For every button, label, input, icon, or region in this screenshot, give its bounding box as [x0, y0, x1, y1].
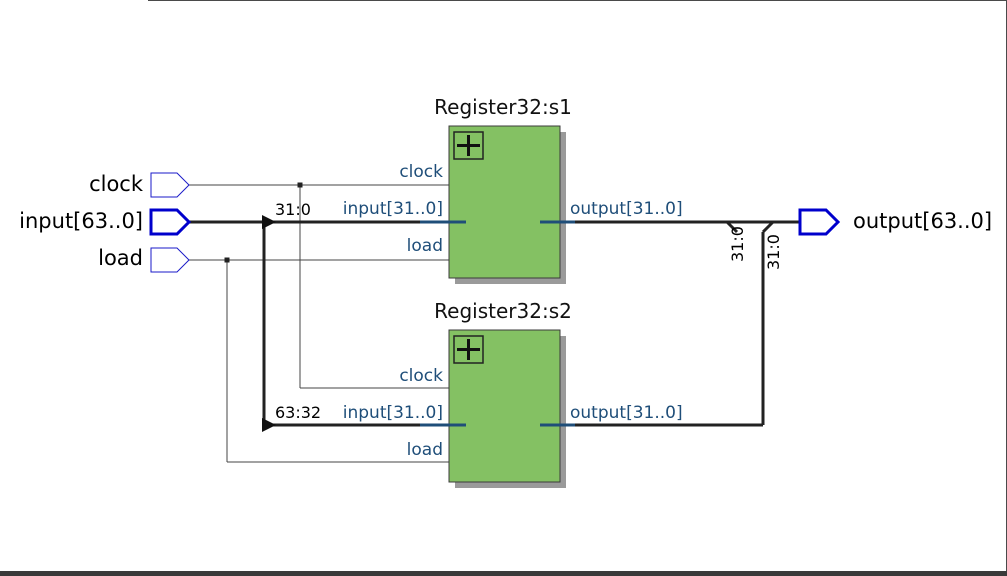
pin-load-label: load — [98, 246, 143, 270]
pin-input-label: input[63..0] — [19, 209, 143, 233]
split-arrow-bottom — [262, 418, 276, 432]
port-input-label: input[31..0] — [343, 403, 443, 423]
port-output-label: output[31..0] — [570, 403, 683, 423]
block-title: Register32:s2 — [434, 299, 572, 323]
pin-clock-label: clock — [89, 172, 144, 196]
bottom-scrollbar[interactable] — [0, 571, 1007, 576]
port-clock-label: clock — [399, 162, 443, 182]
bus-label-split-bottom: 63:32 — [275, 403, 321, 422]
split-arrow-top — [262, 215, 276, 229]
junction-load — [224, 257, 230, 263]
pin-output[interactable]: output[63..0] — [798, 208, 992, 236]
bus-label-split-top: 31:0 — [275, 200, 311, 219]
port-output-label: output[31..0] — [570, 199, 683, 219]
bus-label-merge-right: 31:0 — [764, 234, 783, 270]
pin-load[interactable]: load — [98, 246, 190, 273]
block-register32-s1[interactable]: Register32:s1 clock input[31..0] load ou… — [343, 95, 683, 284]
block-register32-s2[interactable]: Register32:s2 clock input[31..0] load ou… — [343, 299, 683, 488]
port-clock-label: clock — [399, 366, 443, 386]
pin-output-label: output[63..0] — [853, 209, 992, 233]
port-input-label: input[31..0] — [343, 199, 443, 219]
bus-output — [540, 220, 800, 427]
plus-icon[interactable] — [453, 335, 484, 364]
port-load-label: load — [407, 440, 443, 460]
plus-icon[interactable] — [453, 131, 484, 160]
junction-clock — [297, 182, 303, 188]
bus-label-merge-left: 31:0 — [728, 226, 747, 262]
wire-load — [189, 259, 466, 463]
port-load-label: load — [407, 236, 443, 256]
wire-clock — [189, 184, 466, 389]
top-border — [148, 0, 1007, 1]
pin-input[interactable]: input[63..0] — [19, 208, 192, 236]
pin-clock[interactable]: clock — [89, 172, 190, 198]
block-title: Register32:s1 — [434, 95, 572, 119]
